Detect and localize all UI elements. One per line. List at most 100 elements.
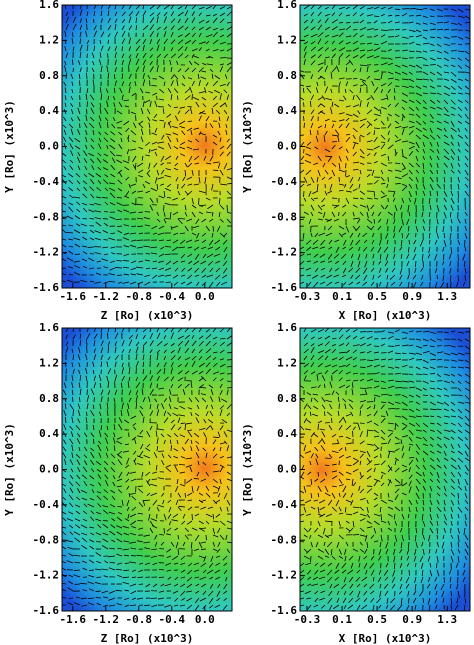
arrow: [331, 506, 337, 512]
arrow: [321, 431, 326, 438]
arrow: [450, 78, 457, 83]
arrow: [408, 183, 413, 189]
arrow: [202, 103, 207, 108]
y-tick-label: 1.2: [39, 356, 59, 369]
y-tick-label: -1.2: [271, 246, 298, 259]
arrow: [102, 509, 109, 515]
arrow: [226, 380, 232, 382]
arrow: [309, 411, 312, 417]
arrow: [331, 555, 336, 560]
arrow: [394, 169, 402, 172]
arrow: [179, 471, 186, 474]
arrow: [415, 506, 418, 512]
arrow: [107, 328, 110, 333]
arrow: [342, 211, 347, 217]
arrow: [138, 569, 144, 573]
arrow: [361, 80, 368, 87]
arrow: [206, 569, 214, 574]
arrow: [408, 85, 415, 88]
arrow: [117, 459, 123, 466]
field: [300, 328, 470, 611]
arrow: [149, 354, 152, 361]
arrow: [209, 68, 214, 73]
arrow: [408, 446, 411, 452]
arrow: [135, 395, 138, 403]
arrow: [156, 38, 160, 45]
arrow: [314, 562, 319, 566]
arrow: [109, 150, 116, 157]
arrow: [62, 389, 67, 396]
arrow: [387, 155, 390, 162]
arrow: [323, 135, 326, 143]
arrow: [380, 106, 387, 110]
arrow: [96, 461, 102, 466]
arrow: [181, 83, 186, 87]
arrow: [135, 25, 138, 31]
arrow: [179, 484, 186, 487]
arrow: [329, 604, 333, 611]
arrow: [193, 562, 200, 566]
arrow: [62, 540, 67, 543]
arrow: [422, 225, 426, 232]
arrow: [90, 510, 95, 515]
arrow: [464, 169, 469, 176]
arrow: [198, 340, 204, 347]
arrow: [380, 499, 388, 504]
arrow: [348, 404, 354, 410]
arrow: [378, 569, 382, 575]
arrow: [195, 138, 200, 143]
arrow: [95, 568, 102, 571]
arrow: [63, 409, 67, 417]
arrow: [327, 576, 333, 583]
arrow: [185, 464, 193, 468]
arrow: [457, 352, 465, 356]
arrow: [457, 534, 460, 542]
arrow: [305, 562, 312, 566]
arrow: [436, 387, 443, 391]
arrow: [170, 5, 175, 10]
arrow: [415, 401, 420, 405]
arrow: [110, 524, 116, 529]
arrow: [68, 250, 74, 255]
arrow: [89, 569, 95, 571]
arrow: [62, 476, 67, 480]
arrow: [99, 107, 102, 115]
arrow: [161, 134, 165, 140]
arrow: [338, 232, 343, 238]
arrow: [457, 415, 464, 420]
arrow: [316, 374, 319, 382]
arrow: [103, 179, 109, 185]
arrow: [352, 349, 358, 354]
arrow: [300, 84, 305, 87]
arrow: [464, 267, 467, 274]
arrow: [436, 499, 440, 505]
arrow: [436, 569, 440, 577]
arrow: [177, 417, 181, 424]
arrow: [108, 273, 116, 276]
arrow: [394, 56, 401, 59]
arrow: [380, 436, 385, 441]
arrow: [65, 12, 69, 17]
arrow: [457, 218, 461, 224]
arrow: [180, 583, 186, 588]
arrow: [146, 443, 151, 448]
arrow: [71, 38, 74, 45]
arrow: [373, 43, 379, 46]
arrow: [160, 162, 165, 166]
arrow: [359, 534, 367, 537]
arrow: [126, 457, 130, 465]
arrow: [226, 471, 231, 475]
arrow: [149, 388, 154, 396]
arrow: [408, 506, 411, 513]
arrow: [359, 541, 363, 546]
arrow: [209, 123, 214, 129]
arrow: [226, 342, 232, 347]
arrow: [303, 485, 307, 493]
arrow: [109, 202, 116, 206]
arrow: [177, 370, 183, 375]
arrow: [203, 555, 207, 562]
arrow: [163, 53, 168, 59]
arrow: [166, 196, 172, 199]
arrow: [415, 43, 421, 46]
